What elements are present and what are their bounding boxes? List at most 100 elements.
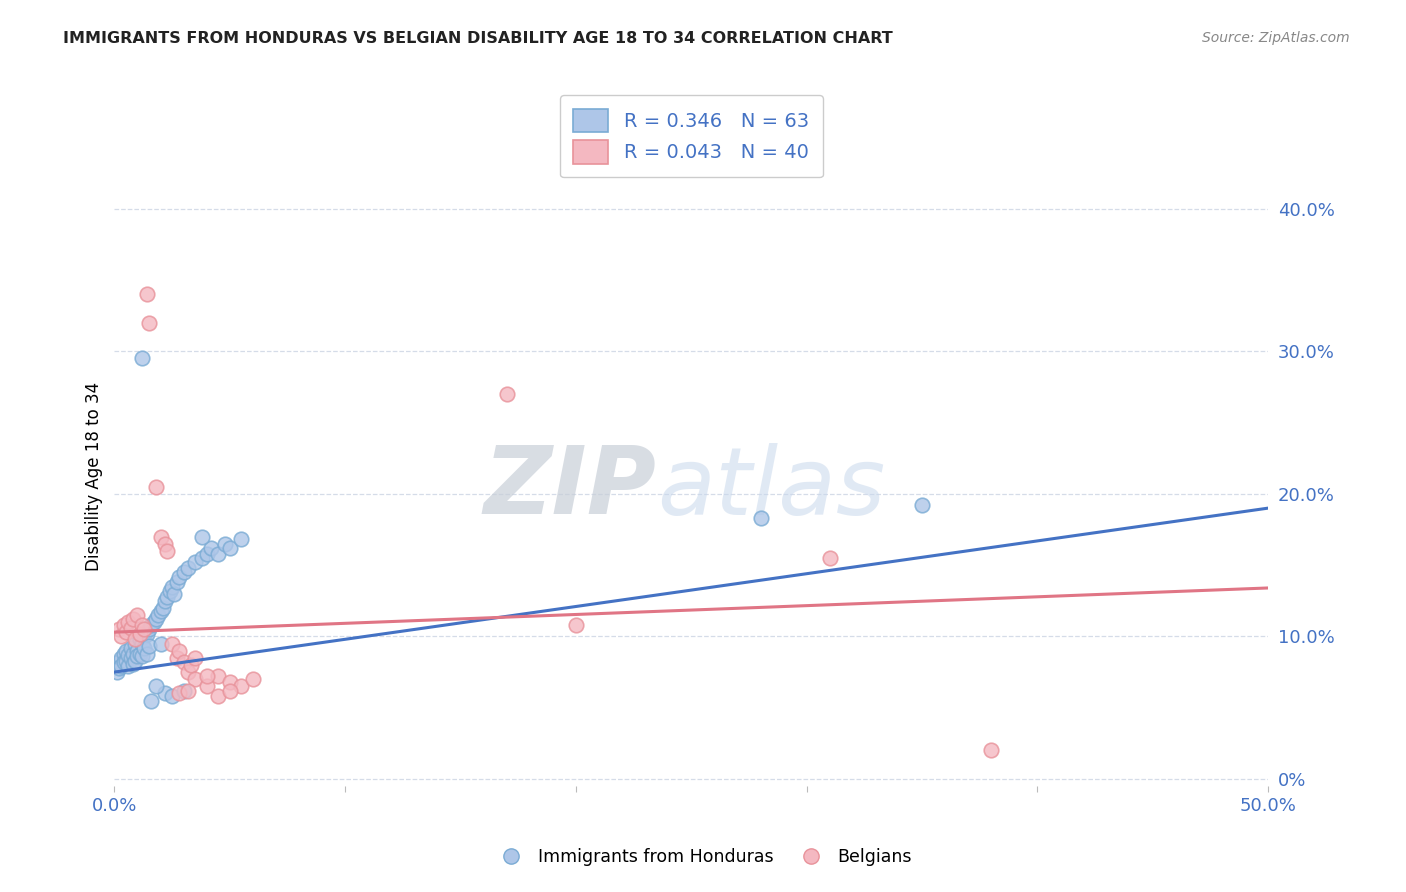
Point <box>195 547 218 561</box>
Point <box>231 679 253 693</box>
Point <box>231 533 253 547</box>
Point <box>242 672 264 686</box>
Text: Source: ZipAtlas.com: Source: ZipAtlas.com <box>1202 31 1350 45</box>
Point <box>131 618 153 632</box>
Point <box>124 636 146 650</box>
Point <box>184 650 207 665</box>
Point <box>159 583 181 598</box>
Point <box>110 650 132 665</box>
Point <box>110 629 132 643</box>
Point <box>138 623 160 637</box>
Point <box>138 316 160 330</box>
Point <box>207 690 229 704</box>
Point <box>112 647 135 661</box>
Point <box>177 683 200 698</box>
Point <box>173 655 195 669</box>
Point <box>131 649 153 664</box>
Legend: Immigrants from Honduras, Belgians: Immigrants from Honduras, Belgians <box>486 841 920 872</box>
Point <box>184 555 207 569</box>
Point <box>191 530 214 544</box>
Point <box>195 679 218 693</box>
Point <box>153 537 176 551</box>
Point <box>134 629 156 643</box>
Point <box>115 625 138 640</box>
Point <box>166 575 188 590</box>
Point <box>124 632 146 647</box>
Point <box>108 661 131 675</box>
Point <box>128 626 150 640</box>
Point <box>167 643 190 657</box>
Point <box>148 608 170 623</box>
Point <box>195 669 218 683</box>
Y-axis label: Disability Age 18 to 34: Disability Age 18 to 34 <box>86 382 103 571</box>
Point <box>911 498 934 512</box>
Point <box>110 659 132 673</box>
Point <box>141 618 163 632</box>
Point <box>163 587 186 601</box>
Point <box>120 650 142 665</box>
Point <box>565 618 588 632</box>
Point <box>214 537 236 551</box>
Point <box>122 647 145 661</box>
Text: IMMIGRANTS FROM HONDURAS VS BELGIAN DISABILITY AGE 18 TO 34 CORRELATION CHART: IMMIGRANTS FROM HONDURAS VS BELGIAN DISA… <box>63 31 893 46</box>
Point <box>127 608 149 623</box>
Point <box>117 648 139 662</box>
Point <box>173 566 195 580</box>
Point <box>153 594 176 608</box>
Point <box>145 612 167 626</box>
Point <box>818 551 841 566</box>
Legend: R = 0.346   N = 63, R = 0.043   N = 40: R = 0.346 N = 63, R = 0.043 N = 40 <box>560 95 823 178</box>
Point <box>115 654 138 668</box>
Point <box>128 632 150 647</box>
Point <box>191 551 214 566</box>
Point <box>166 650 188 665</box>
Point <box>117 659 139 673</box>
Point <box>135 647 157 661</box>
Point <box>134 623 156 637</box>
Point <box>218 541 240 555</box>
Point <box>218 675 240 690</box>
Point <box>149 636 172 650</box>
Point <box>138 640 160 654</box>
Point <box>131 636 153 650</box>
Point <box>108 655 131 669</box>
Point <box>115 643 138 657</box>
Point <box>127 643 149 657</box>
Point <box>117 615 139 630</box>
Point <box>131 351 153 366</box>
Point <box>160 636 183 650</box>
Point <box>160 690 183 704</box>
Point <box>120 621 142 635</box>
Point <box>108 623 131 637</box>
Point <box>135 626 157 640</box>
Point <box>124 654 146 668</box>
Point <box>149 604 172 618</box>
Point <box>495 387 517 401</box>
Point <box>120 640 142 655</box>
Point <box>207 547 229 561</box>
Point <box>167 569 190 583</box>
Point <box>156 590 179 604</box>
Point <box>145 679 167 693</box>
Point <box>173 683 195 698</box>
Point <box>134 640 156 655</box>
Point <box>184 672 207 686</box>
Point <box>127 649 149 664</box>
Point <box>980 743 1002 757</box>
Point <box>105 665 128 679</box>
Point <box>128 647 150 661</box>
Point <box>112 655 135 669</box>
Point <box>153 686 176 700</box>
Point <box>167 686 190 700</box>
Point <box>122 612 145 626</box>
Point <box>141 693 163 707</box>
Point <box>122 657 145 671</box>
Text: ZIP: ZIP <box>484 442 657 534</box>
Point <box>156 544 179 558</box>
Point <box>135 287 157 301</box>
Point <box>180 657 202 672</box>
Point <box>142 615 165 630</box>
Point <box>749 511 772 525</box>
Point <box>145 480 167 494</box>
Point <box>152 601 174 615</box>
